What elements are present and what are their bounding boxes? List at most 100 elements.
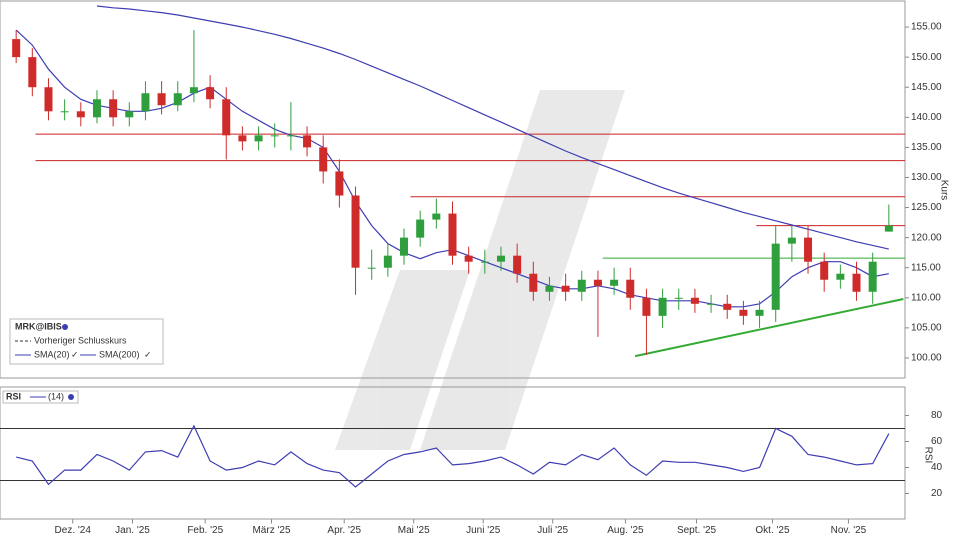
candle-body xyxy=(286,135,295,137)
candle-body xyxy=(480,261,489,263)
y-tick-label: 110.00 xyxy=(911,292,941,303)
candle-body xyxy=(157,93,166,106)
y-tick-label: 60 xyxy=(931,436,943,447)
x-tick-label: Nov. '25 xyxy=(831,525,867,536)
candle-body xyxy=(448,213,457,256)
y-axis-label: RSI xyxy=(922,447,933,464)
candle-body xyxy=(852,273,861,292)
candle-body xyxy=(707,303,716,305)
candle-body xyxy=(351,195,360,268)
y-tick-label: 135.00 xyxy=(911,142,942,153)
y-tick-label: 115.00 xyxy=(911,262,941,273)
candle-body xyxy=(400,237,409,256)
legend: MRK@IBIS Vorheriger Schlusskurs SMA(20) … xyxy=(2,318,164,404)
candle-body xyxy=(238,135,247,142)
candle-body xyxy=(561,285,570,292)
rsi-panel: RSI 20 40 60 80 Dez. '24 Jan. '25 Feb. '25 März… xyxy=(0,386,943,536)
candle-body xyxy=(496,255,505,262)
candle-body xyxy=(545,285,554,292)
candle-body xyxy=(125,111,134,118)
legend-label: SMA(200) xyxy=(99,349,140,359)
y-tick-label: 140.00 xyxy=(911,112,942,123)
candle-body xyxy=(804,237,813,262)
candle-body xyxy=(787,237,796,244)
candle-body xyxy=(222,99,231,136)
candle-body xyxy=(335,171,344,196)
candle-body xyxy=(642,297,651,316)
y-tick-label: 105.00 xyxy=(911,323,942,334)
candle-body xyxy=(723,303,732,310)
panel-frame xyxy=(0,386,906,520)
candle-body xyxy=(836,273,845,280)
candle-body xyxy=(658,297,667,316)
x-tick-label: Juni '25 xyxy=(466,525,501,536)
y-tick-label: 100.00 xyxy=(911,353,942,364)
y-tick-label: 120.00 xyxy=(911,232,942,243)
line-series xyxy=(96,5,889,250)
x-tick-label: Dez. '24 xyxy=(55,525,92,536)
candle-body xyxy=(626,279,635,298)
legend-icon xyxy=(68,394,74,400)
candle-body xyxy=(60,111,69,113)
y-tick-label: 125.00 xyxy=(911,202,942,213)
x-tick-label: Feb. '25 xyxy=(187,525,223,536)
candle-body xyxy=(464,255,473,262)
candle-body xyxy=(367,267,376,269)
candle-body xyxy=(513,255,522,274)
candle-body xyxy=(76,111,85,118)
candle-body xyxy=(674,297,683,299)
legend-check: ✓ xyxy=(71,349,79,359)
y-tick-label: 150.00 xyxy=(911,52,942,63)
candle-body xyxy=(206,87,215,100)
x-tick-label: Sept. '25 xyxy=(677,525,717,536)
y-tick-label: 80 xyxy=(931,410,943,421)
watermark xyxy=(335,90,625,450)
panel-frame xyxy=(0,0,906,379)
candle-body xyxy=(416,219,425,238)
candle-body xyxy=(610,279,619,286)
x-tick-label: Apr. '25 xyxy=(327,525,361,536)
x-tick-label: Mai '25 xyxy=(398,525,430,536)
candle-body xyxy=(432,213,441,220)
candle-body xyxy=(690,297,699,304)
legend-label: Vorheriger Schlusskurs xyxy=(34,335,127,345)
candle-body xyxy=(141,93,150,112)
y-tick-label: 40 xyxy=(931,462,943,473)
candle-body xyxy=(44,87,53,112)
legend-label: (14) xyxy=(48,391,64,401)
y-tick-label: 155.00 xyxy=(911,22,942,33)
x-tick-label: März '25 xyxy=(252,525,290,536)
candle-body xyxy=(173,93,182,106)
candle-body xyxy=(319,147,328,172)
y-axis-label: Kurs xyxy=(938,180,949,201)
candle-body xyxy=(254,135,263,142)
candle-body xyxy=(771,243,780,310)
x-tick-label: Jan. '25 xyxy=(115,525,150,536)
candle-body xyxy=(28,57,37,88)
x-tick-label: Juli '25 xyxy=(537,525,568,536)
y-tick-label: 20 xyxy=(931,488,943,499)
rsi-legend-title: RSI xyxy=(6,391,21,401)
candle-body xyxy=(92,99,101,118)
line-series xyxy=(16,424,890,488)
candle-body xyxy=(109,99,118,118)
x-tick-label: Aug. '25 xyxy=(607,525,644,536)
legend-box xyxy=(9,318,164,365)
candle-body xyxy=(739,309,748,316)
candle-body xyxy=(383,255,392,268)
candle-body xyxy=(868,261,877,292)
trend-line xyxy=(634,298,904,358)
price-panel: Kurs 100.00 105.00 110.00 115.00 120.00 125.0… xyxy=(0,0,949,379)
x-tick-label: Okt. '25 xyxy=(755,525,790,536)
candle-body xyxy=(303,135,312,148)
candle-body xyxy=(577,279,586,292)
candle-body xyxy=(755,309,764,316)
y-tick-label: 130.00 xyxy=(911,172,942,183)
legend-icon xyxy=(62,324,68,330)
candle-body xyxy=(593,279,602,286)
legend-label: SMA(20) xyxy=(34,349,70,359)
y-tick-label: 145.00 xyxy=(911,82,942,93)
candle-body xyxy=(270,135,279,137)
